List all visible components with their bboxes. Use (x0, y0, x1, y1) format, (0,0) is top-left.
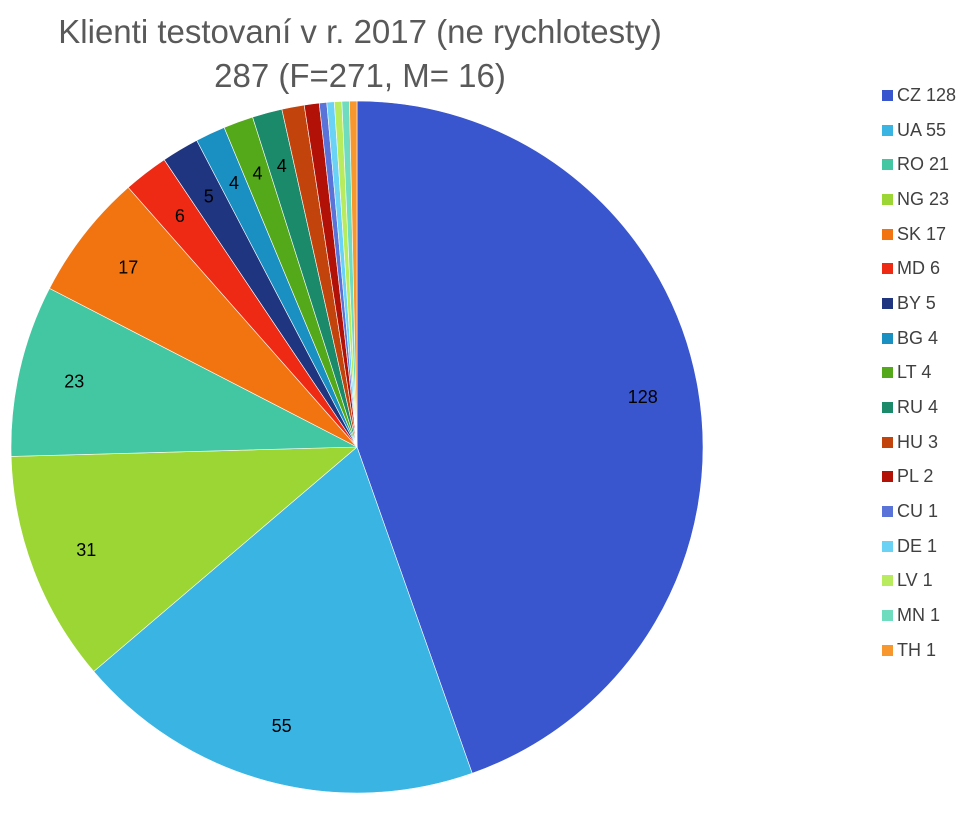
pie-slice-ua-55 (93, 446, 473, 794)
legend-label: BG 4 (897, 327, 939, 348)
legend-swatch (882, 610, 893, 622)
legend-item-ro-21: RO 21 (882, 147, 956, 182)
legend: CZ 128 UA 55 RO 21 NG 23 SK 17 MD 6 BY 5 BG 4 LT… (882, 78, 956, 668)
legend-label: MD 6 (897, 258, 941, 279)
legend-label: UA 55 (897, 119, 947, 140)
chart-title-line-1: Klienti testovaní v r. 2017 (ne rychlote… (58, 13, 662, 50)
legend-item-by-5: BY 5 (882, 286, 956, 321)
legend-swatch (882, 506, 893, 518)
pie-slice-th-1 (349, 100, 358, 448)
data-label-bg-4: 4 (229, 173, 239, 193)
chart-subtitle: 287 (F=271, M= 16) (214, 57, 506, 94)
legend-swatch (882, 540, 893, 552)
legend-label: RU 4 (897, 397, 939, 418)
data-label-lt-4: 4 (252, 163, 262, 183)
legend-item-cu-1: CU 1 (882, 494, 956, 529)
legend-swatch (882, 297, 893, 309)
legend-swatch (882, 471, 893, 483)
pie-slices (10, 100, 704, 794)
data-label-md-6: 6 (175, 206, 185, 226)
data-label-ro-21: 23 (64, 371, 84, 391)
data-label-ng-23: 31 (76, 540, 96, 560)
legend-item-lt-4: LT 4 (882, 356, 956, 391)
legend-item-md-6: MD 6 (882, 251, 956, 286)
legend-item-pl-2: PL 2 (882, 460, 956, 495)
legend-swatch (882, 575, 893, 587)
legend-label: TH 1 (897, 639, 937, 660)
pie-slice-ng-23 (10, 446, 358, 672)
data-label-sk-17: 17 (118, 257, 138, 277)
legend-swatch (882, 436, 893, 448)
legend-item-ng-23: NG 23 (882, 182, 956, 217)
legend-label: MN 1 (897, 605, 941, 626)
legend-label: RO 21 (897, 154, 950, 175)
legend-label: SK 17 (897, 223, 947, 244)
legend-item-bg-4: BG 4 (882, 321, 956, 356)
legend-item-th-1: TH 1 (882, 633, 956, 668)
legend-swatch (882, 193, 893, 205)
legend-swatch (882, 367, 893, 379)
data-label-by-5: 5 (204, 186, 214, 206)
chart-title: Klienti testovaní v r. 2017 (ne rychlote… (40, 10, 680, 98)
legend-item-hu-3: HU 3 (882, 425, 956, 460)
data-label-cz-128: 128 (628, 387, 658, 407)
legend-swatch (882, 644, 893, 656)
legend-label: LT 4 (897, 362, 932, 383)
pie-slice-cz-128 (356, 100, 704, 774)
legend-label: CU 1 (897, 501, 939, 522)
legend-item-ua-55: UA 55 (882, 113, 956, 148)
legend-swatch (882, 332, 893, 344)
legend-item-cz-128: CZ 128 (882, 78, 956, 113)
legend-label: CZ 128 (897, 84, 957, 105)
data-label-ru-4: 4 (277, 156, 287, 176)
pie-slice-sk-17 (49, 187, 358, 448)
legend-swatch (882, 263, 893, 275)
legend-item-de-1: DE 1 (882, 529, 956, 564)
legend-label: PL 2 (897, 466, 934, 487)
legend-swatch (882, 402, 893, 414)
legend-label: DE 1 (897, 535, 938, 556)
legend-label: BY 5 (897, 292, 936, 313)
legend-item-lv-1: LV 1 (882, 564, 956, 599)
pie-slice-ro-21 (10, 287, 358, 457)
legend-item-sk-17: SK 17 (882, 217, 956, 252)
legend-swatch (882, 228, 893, 240)
legend-label: NG 23 (897, 188, 950, 209)
legend-label: LV 1 (897, 570, 933, 591)
legend-swatch (882, 89, 893, 101)
legend-swatch (882, 124, 893, 136)
data-label-ua-55: 55 (272, 716, 292, 736)
legend-swatch (882, 159, 893, 171)
legend-item-ru-4: RU 4 (882, 390, 956, 425)
legend-label: HU 3 (897, 431, 939, 452)
legend-item-mn-1: MN 1 (882, 598, 956, 633)
